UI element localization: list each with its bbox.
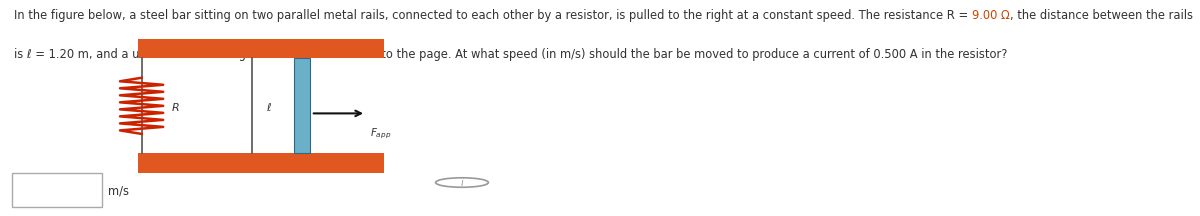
- Text: $F_{app}$: $F_{app}$: [370, 126, 391, 141]
- Text: 9.00 Ω: 9.00 Ω: [972, 9, 1010, 22]
- Text: T magnetic field is directed into the page. At what speed (in m/s) should the ba: T magnetic field is directed into the pa…: [206, 48, 1008, 60]
- Text: ℓ: ℓ: [266, 103, 271, 113]
- Text: i: i: [461, 178, 463, 187]
- Text: , the distance between the rails: , the distance between the rails: [1010, 9, 1193, 22]
- Text: m/s: m/s: [108, 185, 130, 198]
- Bar: [12, 173, 102, 207]
- Bar: [138, 153, 384, 173]
- Bar: [294, 58, 310, 153]
- Text: In the figure below, a steel bar sitting on two parallel metal rails, connected : In the figure below, a steel bar sitting…: [14, 9, 972, 22]
- Text: 3.50: 3.50: [181, 48, 206, 60]
- Text: R: R: [172, 103, 179, 113]
- Bar: [138, 39, 384, 58]
- Text: is ℓ = 1.20 m, and a uniform: is ℓ = 1.20 m, and a uniform: [14, 48, 181, 60]
